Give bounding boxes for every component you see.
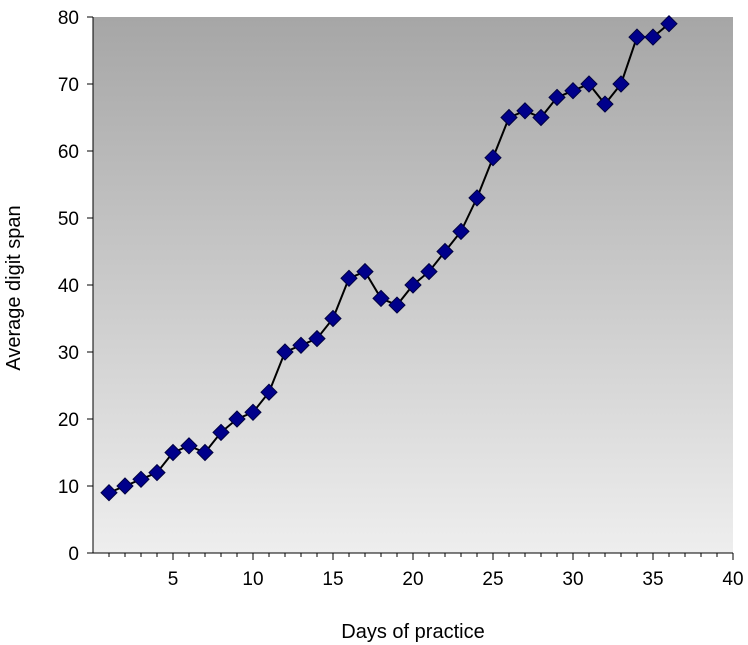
y-tick-label: 80 (58, 8, 79, 29)
data-point (660, 14, 678, 33)
data-point (564, 81, 582, 100)
data-point (324, 309, 342, 328)
x-axis-title: Days of practice (341, 621, 484, 643)
data-point (436, 242, 454, 261)
y-axis-title: Average digit span (3, 205, 25, 370)
data-point (356, 262, 374, 281)
data-point (612, 75, 630, 93)
data-point (212, 423, 230, 442)
data-point (292, 336, 310, 355)
data-point (468, 189, 486, 207)
data-point (484, 148, 502, 167)
data-point (500, 108, 518, 127)
y-tick-label: 20 (58, 410, 79, 431)
y-tick-label: 40 (58, 276, 79, 297)
y-tick-label: 10 (58, 477, 79, 498)
data-point (132, 470, 150, 489)
data-point (644, 28, 662, 46)
data-point (164, 443, 182, 462)
data-point (452, 222, 470, 241)
data-point (276, 343, 294, 361)
data-point (516, 102, 534, 120)
data-point (596, 95, 614, 113)
series-layer (100, 14, 678, 502)
data-point (420, 262, 438, 281)
x-tick-label: 40 (722, 569, 743, 590)
data-point (308, 329, 326, 348)
data-point (196, 443, 214, 462)
data-point (180, 437, 198, 455)
x-tick-label: 5 (168, 569, 179, 590)
data-point (548, 88, 566, 107)
y-tick-label: 30 (58, 343, 79, 364)
data-point (100, 483, 118, 502)
data-point (340, 269, 358, 288)
x-tick-label: 25 (482, 569, 503, 590)
y-tick-label: 50 (58, 209, 79, 230)
data-point (628, 28, 646, 46)
y-tick-label: 70 (58, 75, 79, 96)
data-point (228, 410, 246, 428)
data-point (388, 296, 406, 314)
data-point (580, 75, 598, 93)
data-point (404, 276, 422, 294)
x-tick-label: 15 (322, 569, 343, 590)
data-point (244, 403, 262, 422)
x-tick-label: 20 (402, 569, 423, 590)
x-tick-label: 30 (562, 569, 583, 590)
data-point (532, 108, 550, 127)
y-tick-label: 0 (68, 544, 79, 565)
data-point (260, 383, 278, 401)
data-point (372, 289, 390, 308)
axes (87, 16, 734, 560)
x-tick-label: 10 (242, 569, 263, 590)
data-point (148, 463, 166, 482)
y-tick-label: 60 (58, 142, 79, 163)
data-point (116, 477, 134, 495)
x-tick-label: 35 (642, 569, 663, 590)
tick-labels: 0 10 20 30 40 50 60 70 80 5 10 15 20 25 30 35 40 (58, 8, 744, 590)
